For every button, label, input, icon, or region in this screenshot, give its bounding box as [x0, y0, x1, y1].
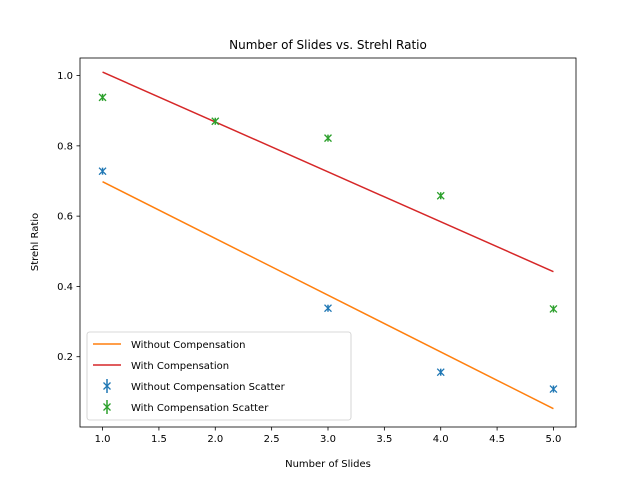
legend-handle-marker: [103, 403, 111, 411]
data-point: [98, 167, 107, 176]
series-3: [98, 93, 558, 313]
legend-label: With Compensation Scatter: [131, 403, 269, 414]
data-point: [436, 368, 445, 377]
legend-entry-3: With Compensation Scatter: [103, 400, 269, 414]
y-tick-label: 0.4: [57, 282, 73, 293]
series-line: [102, 71, 554, 273]
y-tick-label: 1.0: [57, 71, 73, 82]
x-tick-label: 4.5: [489, 434, 505, 445]
data-point: [549, 304, 558, 313]
x-axis-label: Number of Slides: [285, 459, 371, 470]
data-point: [324, 304, 332, 313]
series-2: [98, 167, 558, 394]
x-tick-label: 1.5: [151, 434, 167, 445]
legend-box: [86, 331, 352, 421]
legend-label: With Compensation: [131, 361, 229, 372]
legend-label: Without Compensation Scatter: [131, 382, 286, 393]
x-tick-label: 3.0: [320, 434, 336, 445]
legend-handle-marker: [103, 382, 111, 390]
series-1: [102, 71, 554, 273]
legend-label: Without Compensation: [131, 340, 245, 351]
legend-entry-1: With Compensation: [93, 361, 229, 372]
data-point: [436, 191, 445, 200]
y-axis-label: Strehl Ratio: [30, 213, 41, 271]
legend-entry-2: Without Compensation Scatter: [103, 379, 286, 393]
x-tick-label: 1.0: [95, 434, 111, 445]
series-0: [102, 181, 554, 410]
y-tick-label: 0.2: [57, 352, 73, 363]
data-point: [98, 93, 107, 102]
legend-entry-0: Without Compensation: [93, 340, 245, 351]
y-tick-label: 0.6: [57, 212, 73, 223]
plot-area: 1.0 1.5 2.0 2.5 3.0 3.5 4.0 4.5 5.0 0.2 0.4 0.6 0.8 1…: [57, 57, 577, 445]
data-point: [324, 134, 332, 143]
data-point: [549, 385, 558, 394]
x-tick-label: 3.5: [376, 434, 392, 445]
x-tick-label: 2.5: [264, 434, 280, 445]
chart-title: Number of Slides vs. Strehl Ratio: [229, 38, 427, 52]
x-tick-label: 5.0: [546, 434, 562, 445]
legend: Without Compensation With Compensation Wit…: [86, 331, 352, 421]
y-tick-label: 0.8: [57, 141, 73, 152]
x-tick-label: 4.0: [433, 434, 449, 445]
series-line: [102, 181, 554, 410]
data-point: [211, 117, 220, 126]
x-tick-label: 2.0: [207, 434, 223, 445]
